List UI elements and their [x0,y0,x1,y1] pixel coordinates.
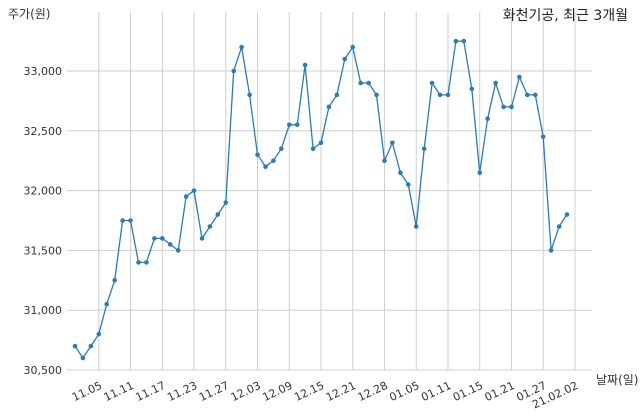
data-point [382,158,387,163]
x-tick-label: 01.05 [387,379,421,404]
data-point [136,260,141,265]
data-point [167,242,173,247]
data-point [366,80,371,86]
x-tick-label: 12.09 [260,379,294,404]
data-point [477,170,483,175]
data-point [540,134,546,140]
data-point [485,116,490,122]
data-point [398,170,403,175]
data-point [263,164,268,169]
data-point [271,158,276,163]
x-tick-label: 11.05 [70,379,104,404]
data-point [215,212,221,217]
data-point [517,74,522,80]
y-tick-labels: 30,500 31,000 31,500 32,000 32,500 33,000 [24,65,63,377]
x-tick-label: 12.03 [229,379,263,404]
data-point [445,92,451,98]
x-tick-label: 11.23 [165,379,199,404]
data-point [120,218,125,223]
data-point [287,122,292,128]
data-point [437,92,443,98]
y-tick-label: 31,000 [24,304,63,317]
x-tick-label: 01.21 [483,379,517,404]
data-point [461,38,467,44]
data-point [429,80,435,86]
x-tick-label: 11.11 [102,379,136,404]
x-tick-label: 11.27 [197,379,231,404]
data-point [525,92,530,98]
data-point [231,68,236,74]
data-point [406,182,411,187]
data-point [533,92,538,98]
data-point [556,224,562,229]
data-point [413,224,419,229]
y-tick-label: 32,000 [24,185,63,198]
data-point [374,92,379,98]
x-tick-label: 11.17 [134,379,168,404]
data-point [469,86,475,92]
x-tick-label: 01.15 [451,379,485,404]
data-point [255,152,260,157]
data-point [501,104,506,110]
price-series [72,38,570,361]
y-tick-label: 31,500 [24,244,63,257]
data-point [223,200,229,205]
x-tick-label: 12.21 [324,379,358,404]
data-point [326,104,332,110]
data-point [453,38,459,44]
y-tick-label: 32,500 [24,125,63,138]
data-point [548,248,554,253]
data-point [509,104,514,110]
chart-title: 화천기공, 최근 3개월 [503,8,628,24]
data-point [350,44,356,50]
data-point [183,194,189,199]
data-point [247,92,252,98]
x-tick-label: 12.15 [292,379,326,404]
data-point [310,146,316,151]
data-point [207,224,213,229]
data-point [302,62,308,68]
x-tick-labels: 11.0511.1111.1711.2311.2712.0312.0912.15… [70,379,580,411]
y-axis-label: 주가(원) [8,7,50,21]
data-point [72,343,78,349]
y-tick-label: 33,000 [24,65,63,78]
data-point [421,146,427,151]
data-point [342,56,348,62]
data-point [80,355,86,361]
data-point [564,212,570,217]
x-axis-label: 날짜(일) [596,373,638,387]
data-point [175,248,181,253]
data-point [199,236,205,241]
data-point [191,188,197,193]
data-point [358,80,364,86]
y-tick-label: 30,500 [24,364,63,377]
data-point [128,218,133,223]
data-point [318,140,324,146]
data-point [239,44,244,50]
data-point [104,301,109,307]
x-tick-label: 01.11 [419,379,453,404]
data-point [112,278,117,283]
data-point [334,92,340,98]
data-point [160,236,165,241]
data-point [96,331,102,337]
data-point [493,80,498,86]
x-tick-label: 12.28 [356,379,390,404]
data-point [152,236,157,241]
data-point [88,343,94,349]
data-point [144,260,149,265]
grid-lines [67,12,592,371]
data-point [294,122,300,128]
data-point [279,146,284,151]
data-point [390,140,395,146]
